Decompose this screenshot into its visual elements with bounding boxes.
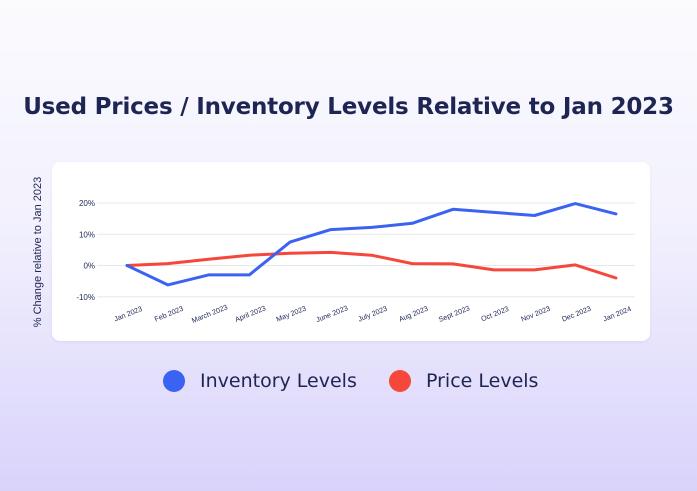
y-tick-label: -10% — [76, 293, 95, 302]
legend-marker-inventory-levels — [163, 370, 185, 392]
x-tick-label: Nov 2023 — [520, 304, 552, 324]
x-tick-label: Feb 2023 — [153, 304, 185, 324]
x-tick-label: March 2023 — [190, 302, 229, 325]
legend: Inventory Levels Price Levels — [0, 366, 697, 396]
x-tick-label: May 2023 — [275, 304, 308, 324]
y-axis-label: % Change relative to Jan 2023 — [32, 176, 44, 328]
series-line-price-levels — [125, 250, 618, 280]
chart-title: Used Prices / Inventory Levels Relative … — [23, 94, 674, 120]
legend-item-price-levels[interactable]: Price Levels — [389, 366, 538, 396]
x-tick-label: July 2023 — [357, 304, 389, 324]
series-line-inventory-levels — [125, 202, 618, 287]
y-tick-label: 0% — [83, 262, 95, 271]
x-tick-label: Sept 2023 — [437, 303, 471, 324]
legend-label-inventory-levels: Inventory Levels — [200, 370, 357, 392]
legend-marker-price-levels — [389, 370, 411, 392]
y-tick-label: 10% — [79, 230, 95, 239]
legend-item-inventory-levels[interactable]: Inventory Levels — [163, 366, 357, 396]
x-tick-label: Jan 2024 — [602, 304, 633, 323]
x-tick-label: Aug 2023 — [397, 304, 429, 324]
x-tick-label: Jan 2023 — [113, 304, 144, 323]
chart-card: 20% 10% 0% -10% Jan 2023 Feb 2023 March 2023 Ap… — [52, 162, 650, 341]
x-tick-label: April 2023 — [234, 303, 267, 323]
x-tick-label: Dec 2023 — [560, 304, 592, 324]
line-chart: 20% 10% 0% -10% Jan 2023 Feb 2023 March 2023 Ap… — [76, 199, 635, 325]
x-tick-label: Oct 2023 — [480, 304, 510, 323]
y-tick-label: 20% — [79, 199, 95, 208]
legend-label-price-levels: Price Levels — [426, 370, 539, 392]
x-tick-label: June 2023 — [315, 303, 350, 324]
